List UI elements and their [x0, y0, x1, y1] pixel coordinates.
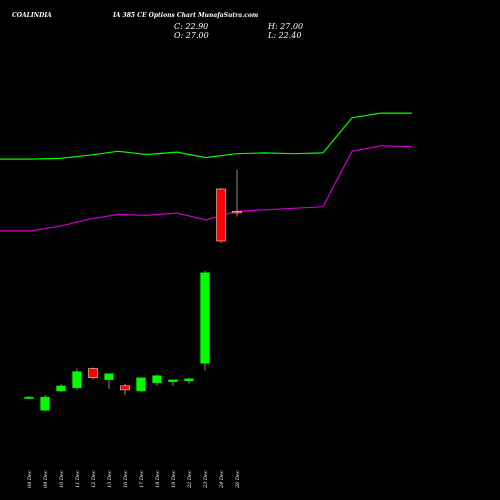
x-axis-ticks: 08 Dec 09 Dec 10 Dec 11 Dec 12 Dec 15 Dec 16 D…: [27, 470, 241, 489]
candle-body: [88, 368, 98, 378]
candle-body: [184, 378, 194, 381]
x-tick-label: 11 Dec: [75, 470, 81, 488]
candle-body: [216, 188, 226, 242]
candle-body: [120, 385, 130, 391]
candle-17-dec: [136, 377, 146, 392]
candle-24-dec: [216, 187, 226, 244]
open-readout: O: 27.00: [174, 31, 209, 40]
x-tick-label: 18 Dec: [155, 470, 161, 488]
x-tick-label: 26 Dec: [235, 470, 241, 489]
candle-body: [200, 272, 210, 364]
candle-body: [152, 375, 162, 384]
candle-body: [168, 379, 178, 383]
lower-band-line: [0, 145, 413, 232]
candle-26-dec: [232, 169, 242, 217]
symbol-label: COALINDIA: [12, 12, 52, 19]
candles-layer: [24, 169, 242, 412]
x-tick-label: 10 Dec: [59, 470, 65, 488]
close-readout: C: 22.90: [174, 22, 208, 31]
x-tick-label: 17 Dec: [139, 470, 145, 488]
candle-body: [104, 373, 114, 380]
candle-body: [24, 396, 34, 399]
upper-band-line: [0, 112, 412, 160]
x-tick-label: 09 Dec: [43, 470, 49, 488]
candle-15-dec: [104, 373, 114, 389]
candle-16-dec: [120, 383, 130, 396]
candle-10-dec: [56, 383, 66, 392]
candle-08-dec: [24, 396, 34, 400]
candle-22-dec: [184, 377, 194, 384]
candle-body: [136, 377, 146, 392]
x-tick-label: 15 Dec: [107, 470, 113, 488]
x-tick-label: 23 Dec: [203, 470, 209, 489]
low-readout: L: 22.40: [267, 31, 301, 40]
x-tick-label: 08 Dec: [27, 470, 33, 488]
high-readout: H: 27.00: [267, 22, 303, 31]
x-tick-label: 24 Dec: [219, 470, 225, 489]
candle-12-dec: [88, 367, 98, 380]
candle-23-dec: [200, 270, 210, 371]
candle-09-dec: [40, 395, 50, 412]
x-tick-label: 22 Dec: [187, 470, 193, 489]
candle-body: [72, 371, 82, 389]
x-tick-label: 19 Dec: [171, 470, 177, 488]
candle-18-dec: [152, 374, 162, 386]
bands-layer: [0, 112, 413, 232]
candle-body: [56, 385, 66, 392]
candle-19-dec: [168, 379, 178, 386]
candle-body: [40, 396, 50, 411]
candle-body: [232, 211, 242, 214]
chart-subtitle: IA 385 CE Options Chart MunafaSutra.com: [112, 12, 258, 19]
x-tick-label: 16 Dec: [123, 470, 129, 488]
x-tick-label: 12 Dec: [91, 470, 97, 488]
candle-11-dec: [72, 368, 82, 390]
